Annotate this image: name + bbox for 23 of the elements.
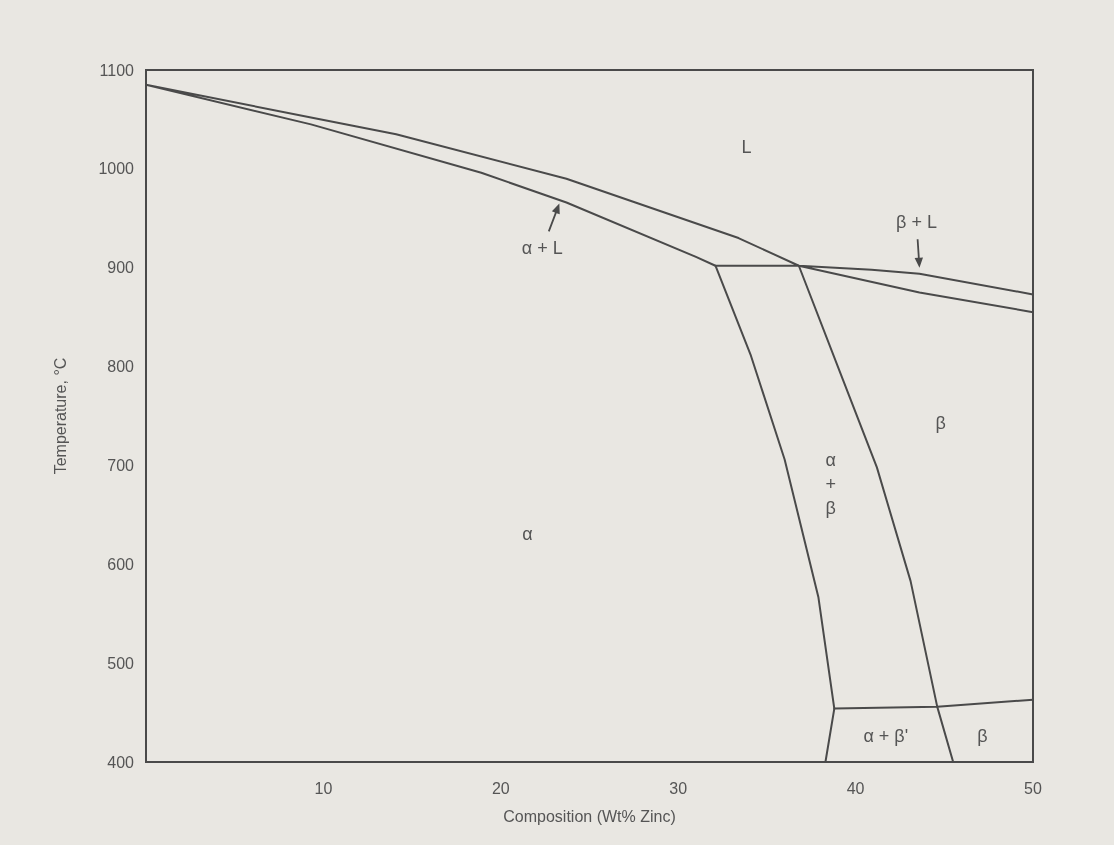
x-tick-label: 40 (846, 779, 865, 797)
annotation: α + β (825, 449, 837, 518)
y-tick-label: 400 (107, 753, 135, 771)
annotation: β (935, 412, 946, 433)
y-tick-label: 800 (107, 358, 135, 376)
x-tick-label: 50 (1024, 779, 1042, 797)
y-tick-label: 900 (107, 259, 135, 277)
annotation: β (977, 725, 988, 746)
y-tick-label: 600 (107, 555, 135, 573)
x-tick-label: 20 (491, 779, 510, 797)
y-tick-label: 1000 (98, 160, 135, 178)
annotation: β + L (896, 211, 937, 232)
annotation: α (522, 523, 533, 544)
annotation: α + L (521, 238, 563, 259)
x-axis-title: Composition (Wt% Zinc) (503, 807, 676, 825)
annotation: L (741, 136, 752, 157)
y-tick-label: 500 (107, 654, 135, 672)
annotation: α + β' (863, 725, 909, 746)
x-tick-label: 10 (314, 779, 333, 797)
y-axis-title: Temperature, °C (51, 357, 69, 475)
y-tick-label: 1100 (99, 61, 135, 79)
y-tick-label: 700 (107, 456, 135, 474)
x-tick-label: 30 (669, 779, 688, 797)
